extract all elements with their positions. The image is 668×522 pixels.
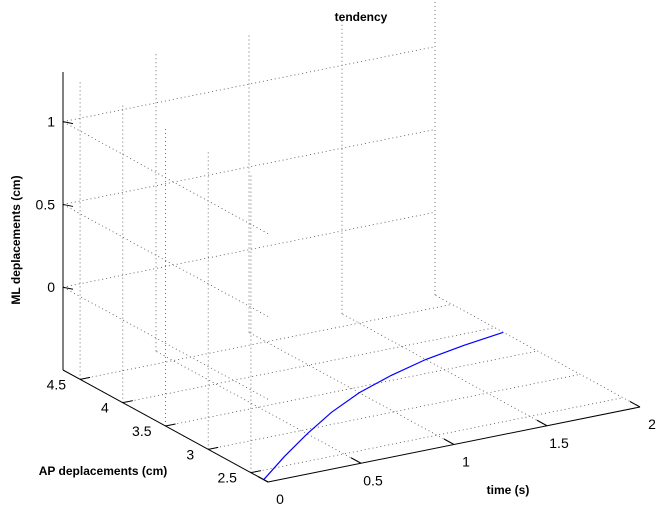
y-tick-3: [122, 400, 133, 404]
x-tick-0: [257, 476, 269, 483]
z-tick-2: [62, 121, 74, 125]
z-tick-label-1: 0.5: [36, 196, 56, 212]
axes-layer: [62, 72, 641, 483]
y-tick-1: [208, 446, 219, 450]
grid-floor-y-1: [208, 373, 581, 450]
labels-layer: 0 0.5 1 1.5 2 2.5 3 3.5 4 4.5 0 0.5 1: [36, 114, 657, 507]
grid-floor-x-2: [248, 332, 455, 445]
x-tick-4: [629, 401, 641, 408]
x-tick-label-4: 2: [648, 416, 656, 432]
x-axis-title: time (s): [487, 483, 530, 497]
z-tick-0: [62, 286, 74, 290]
chart-title: tendency: [335, 10, 388, 24]
y-tick-label-0: 2.5: [217, 470, 237, 486]
grid-back-z-2: [62, 46, 436, 123]
grid-back-z-0: [62, 211, 436, 288]
x-tick-label-1: 0.5: [363, 472, 383, 488]
x-tick-3: [536, 419, 548, 427]
y-tick-label-3: 4: [101, 400, 109, 416]
y-tick-label-1: 3: [186, 446, 194, 462]
grid-layer: [62, 0, 641, 483]
grid-floor-y-2: [165, 350, 538, 427]
series-layer: [263, 331, 504, 481]
z-tick-label-2: 1: [47, 114, 55, 130]
y-tick-0: [250, 470, 262, 474]
x-tick-2: [443, 438, 455, 445]
grid-left-z-0: [62, 286, 269, 400]
x-tick-label-0: 0: [276, 491, 284, 507]
x-tick-label-3: 1.5: [549, 435, 569, 451]
y-tick-label-4: 4.5: [47, 376, 67, 392]
z-tick-label-0: 0: [47, 279, 55, 295]
y-axis-title: AP deplacements (cm): [39, 464, 168, 478]
grid-left-z-2: [62, 121, 269, 235]
grid-left-z-1: [62, 204, 269, 317]
grid-floor-y-4: [80, 303, 453, 380]
grid-floor-y-3: [122, 327, 495, 404]
series-line-0: [263, 331, 504, 481]
grid-floor-y-0: [250, 397, 623, 474]
y-tick-4: [79, 376, 91, 380]
grid-floor-x-4: [434, 294, 641, 408]
grid-back-z-1: [62, 129, 436, 205]
x-tick-label-2: 1: [462, 454, 470, 470]
z-axis-title: ML deplacements (cm): [9, 175, 23, 304]
y-tick-2: [165, 423, 176, 427]
y-tick-label-2: 3.5: [132, 423, 152, 439]
z-tick-1: [62, 203, 74, 207]
grid-floor-x-1: [155, 350, 362, 464]
x-tick-1: [350, 457, 362, 464]
